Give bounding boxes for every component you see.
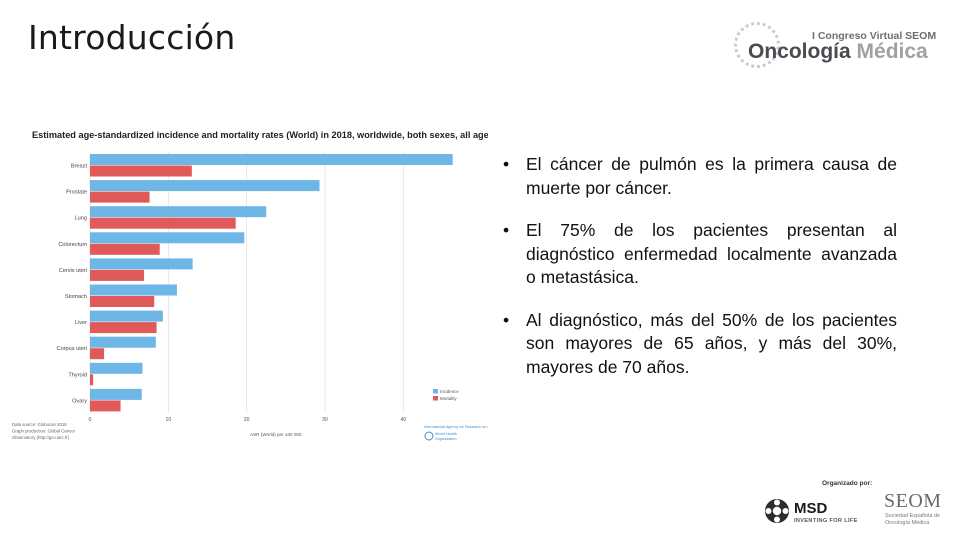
chart-bar-incidence — [90, 336, 156, 348]
chart-bar-mortality — [90, 269, 145, 281]
chart-source-line: Graph production: Global Cancer — [12, 429, 76, 434]
chart-credit-line: International Agency for Research on Can… — [424, 425, 488, 429]
chart-bars — [90, 154, 453, 412]
chart-x-axis-label: ASR (World) per 100 000 — [250, 432, 302, 437]
congress-logo-top-line: I Congreso Virtual SEOM — [812, 30, 937, 42]
congress-logo-main-suffix: Médica — [856, 40, 928, 63]
chart-x-tick-label: 0 — [89, 417, 92, 423]
chart-bar-incidence — [90, 362, 143, 374]
chart-source-notes: Data source: Globocan 2018 Graph producti… — [12, 422, 76, 440]
chart-bar-mortality — [90, 191, 150, 203]
chart-category-label: Prostate — [66, 190, 87, 196]
chart-source-line: Data source: Globocan 2018 — [12, 422, 67, 427]
msd-tagline: INVENTING FOR LIFE — [794, 518, 858, 524]
bullet-item: • El 75% de los pacientes presentan al di… — [500, 219, 897, 290]
chart-category-label: Lung — [75, 216, 87, 222]
chart-gridlines — [89, 152, 404, 413]
chart-x-tick-label: 30 — [322, 417, 328, 423]
chart-category-label: Thyroid — [68, 372, 87, 378]
slide-title: Introducción — [28, 18, 236, 57]
msd-logo: MSD INVENTING FOR LIFE — [764, 494, 874, 528]
chart-legend-label: Incidence — [440, 389, 459, 394]
chart-bar-mortality — [90, 243, 160, 255]
seom-logo: SEOM Sociedad Española de Oncología Médi… — [884, 490, 956, 530]
chart-bar-incidence — [90, 388, 142, 400]
chart-bar-incidence — [90, 180, 320, 192]
bullet-item: • El cáncer de pulmón es la primera causa… — [500, 153, 897, 200]
chart-bar-incidence — [90, 206, 267, 218]
chart-bar-mortality — [90, 374, 94, 386]
msd-name: MSD — [794, 500, 828, 517]
chart-legend: Incidence Mortality — [433, 389, 459, 401]
chart-credit-line: World Health — [435, 432, 457, 436]
chart-x-ticks: 0 10 20 30 40 — [89, 417, 407, 423]
congress-logo-main-prefix: Oncología — [748, 40, 851, 63]
congress-logo: I Congreso Virtual SEOM Oncología Médica — [728, 18, 948, 78]
who-emblem-icon — [424, 431, 434, 441]
chart-bar-mortality — [90, 165, 192, 177]
chart-bar-mortality — [90, 217, 236, 229]
chart-x-tick-label: 40 — [400, 417, 406, 423]
chart-bar-incidence — [90, 310, 163, 322]
msd-emblem-icon — [765, 499, 789, 523]
bullet-text: Al diagnóstico, más del 50% de los pacie… — [526, 309, 897, 377]
chart-bar-mortality — [90, 400, 121, 412]
bullet-item: • Al diagnóstico, más del 50% de los paci… — [500, 309, 897, 380]
chart-category-label: Colorectum — [58, 242, 87, 248]
organized-by-label: Organizado por: — [822, 480, 873, 487]
chart-category-labels: Breast Prostate Lung Colorectum Cervix uteri… — [57, 164, 88, 405]
chart-bar-incidence — [90, 232, 245, 244]
chart-category-label: Liver — [75, 320, 87, 326]
bullet-dot-icon: • — [503, 154, 510, 174]
chart-bar-incidence — [90, 154, 453, 165]
chart-category-label: Breast — [71, 164, 88, 170]
incidence-mortality-chart: Estimated age-standardized incidence and… — [12, 130, 488, 441]
chart-category-label: Cervix uteri — [59, 268, 87, 274]
bullet-text: El cáncer de pulmón es la primera causa … — [526, 154, 897, 198]
chart-category-label: Stomach — [65, 294, 87, 300]
bullet-text: El 75% de los pacientes presentan al dia… — [526, 220, 897, 287]
seom-name: SEOM — [884, 490, 942, 512]
chart-credit: International Agency for Research on Can… — [424, 425, 488, 441]
chart-bar-mortality — [90, 348, 105, 360]
chart-bar-incidence — [90, 258, 193, 270]
chart-legend-swatch — [433, 389, 438, 394]
chart-bar-incidence — [90, 284, 177, 296]
congress-logo-main: Oncología Médica — [748, 40, 928, 64]
bullet-dot-icon: • — [503, 220, 510, 240]
chart-title: Estimated age-standardized incidence and… — [32, 130, 488, 140]
congress-logo-ring — [734, 22, 780, 68]
chart-legend-label: Mortality — [440, 396, 457, 401]
chart-bar-mortality — [90, 296, 155, 307]
chart-legend-swatch — [433, 396, 438, 401]
chart-x-tick-label: 10 — [165, 417, 171, 423]
chart-category-label: Ovary — [72, 398, 87, 404]
chart-category-label: Corpus uteri — [57, 346, 87, 352]
chart-source-line: Observatory (http://gco.iarc.fr) — [12, 435, 70, 440]
chart-bar-mortality — [90, 322, 157, 334]
bullet-list: • El cáncer de pulmón es la primera causa… — [500, 153, 897, 398]
seom-subtitle: Sociedad Española de Oncología Médica — [885, 513, 941, 526]
chart-x-tick-label: 20 — [244, 417, 250, 423]
bullet-dot-icon: • — [503, 309, 510, 330]
chart-credit-line: Organization — [435, 437, 457, 441]
